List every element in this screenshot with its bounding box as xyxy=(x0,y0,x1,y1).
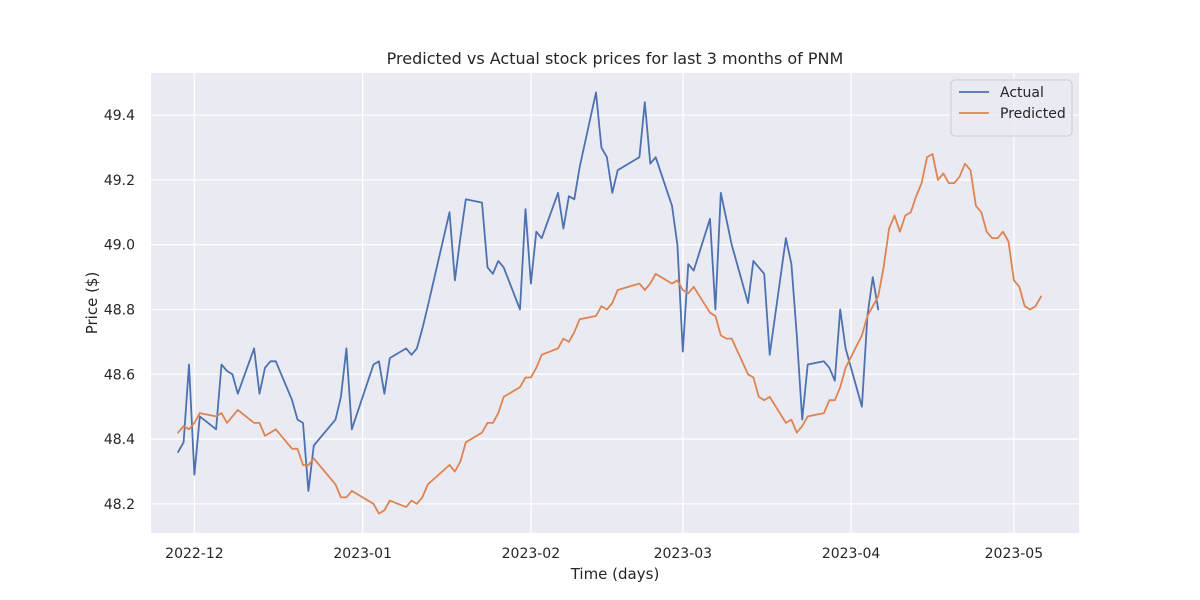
y-tick-label: 48.6 xyxy=(104,367,135,383)
x-tick-label: 2023-01 xyxy=(333,546,392,562)
series-line-actual xyxy=(177,91,880,492)
x-tick-label: 2023-04 xyxy=(822,546,881,562)
legend: Actual Predicted xyxy=(950,79,1073,137)
chart-title: Predicted vs Actual stock prices for las… xyxy=(387,49,844,68)
y-tick-label: 48.8 xyxy=(104,302,135,318)
x-tick-label: 2023-05 xyxy=(985,546,1044,562)
y-tick-label: 49.0 xyxy=(104,238,135,254)
y-axis-ticks: 48.2 48.4 48.6 48.8 49.0 49.2 49.4 xyxy=(104,108,135,513)
x-tick-label: 2022-12 xyxy=(165,546,224,562)
legend-label-actual: Actual xyxy=(1000,85,1044,101)
x-axis-label: Time (days) xyxy=(570,565,660,583)
y-tick-label: 48.2 xyxy=(104,497,135,513)
grid-lines xyxy=(151,73,1079,533)
y-tick-label: 49.2 xyxy=(104,173,135,189)
x-axis-ticks: 2022-12 2023-01 2023-02 2023-03 2023-04 2023-… xyxy=(165,546,1043,562)
plot-area xyxy=(151,73,1079,533)
legend-label-predicted: Predicted xyxy=(1000,106,1066,122)
x-tick-label: 2023-03 xyxy=(654,546,713,562)
series-line-predicted xyxy=(177,153,1042,515)
y-axis-label: Price ($) xyxy=(83,272,101,335)
series-layer xyxy=(177,91,1042,515)
x-tick-label: 2023-02 xyxy=(502,546,561,562)
y-tick-label: 48.4 xyxy=(104,432,135,448)
legend-box xyxy=(950,79,1073,137)
y-tick-label: 49.4 xyxy=(104,108,135,124)
